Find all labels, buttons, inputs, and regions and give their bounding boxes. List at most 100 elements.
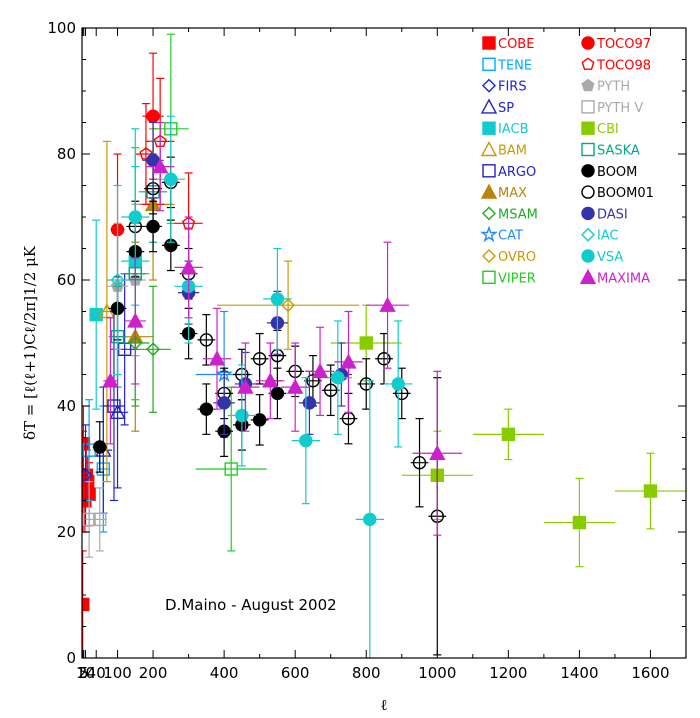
chart-annotation: D.Maino - August 2002 xyxy=(165,596,337,614)
marker-iacb xyxy=(89,307,103,322)
legend-label-vsa: VSA xyxy=(597,250,623,265)
y-tick-label: 60 xyxy=(57,271,76,289)
legend-label-toco97: TOCO97 xyxy=(596,37,651,52)
legend-label-pyth: PYTH xyxy=(597,80,630,95)
marker-cobe xyxy=(82,597,90,612)
legend-label-bam: BAM xyxy=(498,144,527,159)
x-tick-label: 1400 xyxy=(560,664,598,682)
data-point-ovro xyxy=(217,260,360,350)
data-point-vsa xyxy=(227,364,257,467)
data-point-cbi xyxy=(543,477,615,568)
marker-maxima xyxy=(208,350,226,366)
marker-boom01 xyxy=(377,352,391,366)
legend-label-argo: ARGO xyxy=(498,165,536,180)
marker-maxima xyxy=(151,158,169,174)
legend-item-sp: SP xyxy=(480,98,514,116)
data-point-boom xyxy=(197,383,216,435)
legend-marker-pyth-v xyxy=(581,100,595,114)
legend-marker-pyth xyxy=(581,78,595,92)
legend-item-iac: IAC xyxy=(581,227,619,244)
data-point-maxima xyxy=(280,342,310,432)
y-axis-title: δT = [ℓ(ℓ+1)Cℓ/2π]1/2 μK xyxy=(21,245,39,440)
legend-item-viper: VIPER xyxy=(482,270,536,286)
legend-item-toco97: TOCO97 xyxy=(581,36,651,52)
data-point-maxima xyxy=(174,216,203,319)
legend-item-cbi: CBI xyxy=(581,121,619,137)
marker-maxima xyxy=(180,258,197,275)
legend-label-cat: CAT xyxy=(498,229,523,244)
x-tick-label: 400 xyxy=(210,664,239,682)
marker-dasi xyxy=(302,396,317,410)
marker-maxima xyxy=(237,378,254,394)
legend-label-viper: VIPER xyxy=(498,271,536,286)
marker-vsa xyxy=(235,408,249,423)
marker-vsa xyxy=(299,433,313,448)
data-point-boom01 xyxy=(250,332,269,385)
legend-item-toco98: TOCO98 xyxy=(581,57,651,73)
legend-item-boom01: BOOM01 xyxy=(581,185,654,201)
data-point-dasi xyxy=(213,370,235,435)
legend-marker-firs xyxy=(482,78,496,93)
series-msam xyxy=(121,279,171,413)
legend-marker-saska xyxy=(581,142,595,157)
data-point-vsa xyxy=(323,320,353,435)
legend-marker-cbi xyxy=(581,121,595,135)
legend-label-cobe: COBE xyxy=(498,37,534,52)
x-axis-title: ℓ xyxy=(380,696,387,714)
marker-maxima xyxy=(340,353,357,369)
legend-item-iacb: IACB xyxy=(482,121,529,137)
legend-marker-maxima xyxy=(579,268,597,284)
data-point-maxima xyxy=(231,342,260,432)
legend-item-pyth: PYTH xyxy=(581,78,630,95)
legend-marker-dasi xyxy=(581,206,595,221)
legend-label-saska: SASKA xyxy=(597,144,640,159)
marker-toco98 xyxy=(139,147,153,160)
data-point-maxima xyxy=(202,307,232,410)
legend-label-boom01: BOOM01 xyxy=(597,186,654,201)
legend-item-firs: FIRS xyxy=(482,78,527,95)
legend-item-pyth-v: PYTH V xyxy=(581,100,643,116)
marker-boom xyxy=(93,440,107,454)
data-point-boom01 xyxy=(197,314,216,366)
legend-item-ovro: OVRO xyxy=(482,249,536,265)
legend-item-argo: ARGO xyxy=(482,164,536,180)
legend-label-tene: TENE xyxy=(497,58,532,73)
data-point-cbi xyxy=(614,452,686,530)
data-point-boom01 xyxy=(392,367,411,420)
x-tick-label: 40 xyxy=(87,664,106,682)
marker-maxima xyxy=(127,312,144,328)
x-tick-label: 1200 xyxy=(489,664,527,682)
marker-pyth-v xyxy=(93,512,107,527)
data-point-maxima xyxy=(366,241,409,369)
x-tick-label: 200 xyxy=(139,664,168,682)
legend-marker-boom xyxy=(581,164,595,178)
x-tick-label: 600 xyxy=(281,664,310,682)
marker-boom01 xyxy=(412,456,427,470)
legend-marker-toco97 xyxy=(581,36,595,50)
legend-item-cobe: COBE xyxy=(482,36,534,52)
legend-item-vsa: VSA xyxy=(581,249,623,265)
legend-label-cbi: CBI xyxy=(597,122,619,137)
y-axis: 0 20 40 60 80 100 xyxy=(47,19,686,667)
marker-argo xyxy=(107,399,121,413)
marker-iac xyxy=(110,273,125,287)
data-point-maxima xyxy=(102,317,119,445)
data-point-pyth-v xyxy=(82,481,96,558)
marker-boom01 xyxy=(324,383,338,397)
x-tick-label: 2 xyxy=(78,664,88,682)
marker-boom01 xyxy=(359,377,373,391)
data-point-maxima xyxy=(305,326,335,417)
legend-label-max: MAX xyxy=(498,186,527,201)
data-point-vsa xyxy=(291,377,321,505)
data-point-maxima xyxy=(334,310,363,413)
marker-msam xyxy=(146,342,161,357)
marker-boom01 xyxy=(199,333,214,347)
legend-label-toco98: TOCO98 xyxy=(596,58,651,73)
marker-boom01 xyxy=(252,352,267,366)
marker-vsa xyxy=(128,210,142,224)
marker-cbi xyxy=(359,336,373,350)
marker-vsa xyxy=(164,172,178,186)
legend-marker-max xyxy=(480,183,498,199)
series-ovro xyxy=(217,260,360,350)
